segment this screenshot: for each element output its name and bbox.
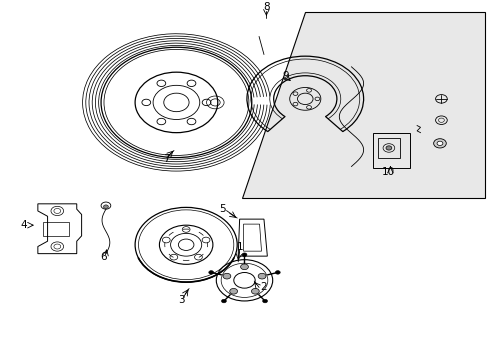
Text: 5: 5 xyxy=(219,204,225,214)
Circle shape xyxy=(385,146,391,150)
Circle shape xyxy=(242,253,246,256)
Circle shape xyxy=(258,273,265,279)
Circle shape xyxy=(103,205,108,208)
Bar xyxy=(42,222,69,236)
Circle shape xyxy=(221,299,226,303)
Circle shape xyxy=(275,271,280,274)
Text: 10: 10 xyxy=(381,167,394,177)
Polygon shape xyxy=(242,12,484,198)
Circle shape xyxy=(433,139,446,148)
Text: 4: 4 xyxy=(21,220,27,230)
Circle shape xyxy=(223,273,230,279)
Circle shape xyxy=(262,299,267,303)
Text: 7: 7 xyxy=(163,154,170,165)
Text: 3: 3 xyxy=(178,295,184,305)
Text: 9: 9 xyxy=(282,71,288,81)
Text: 6: 6 xyxy=(100,252,106,262)
Bar xyxy=(372,133,409,168)
Circle shape xyxy=(251,288,259,294)
Text: 8: 8 xyxy=(263,3,269,12)
Text: 1: 1 xyxy=(236,242,243,252)
Circle shape xyxy=(229,288,237,294)
Circle shape xyxy=(240,264,248,270)
Bar xyxy=(377,138,399,158)
Circle shape xyxy=(436,141,442,145)
Text: 2: 2 xyxy=(260,283,267,292)
Circle shape xyxy=(208,271,213,274)
